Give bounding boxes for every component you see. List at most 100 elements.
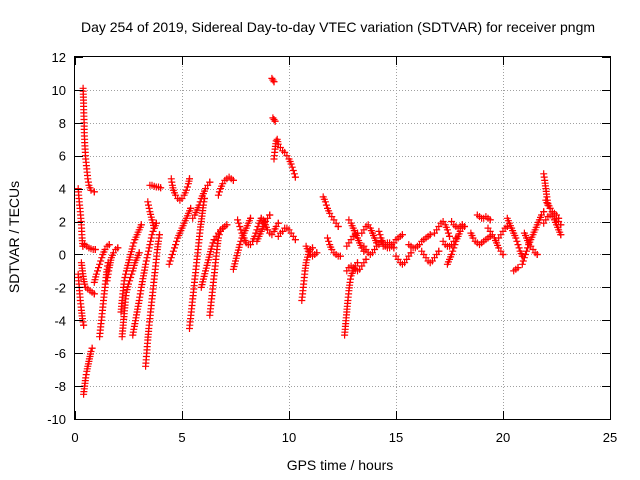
plot-frame — [74, 56, 611, 420]
data-point — [291, 173, 299, 181]
series-arc44 — [392, 249, 415, 268]
data-point — [269, 76, 277, 84]
data-point — [147, 237, 155, 245]
x-tick-label: 5 — [178, 430, 185, 445]
data-point — [448, 251, 456, 258]
series-arc29 — [269, 114, 279, 125]
data-point — [309, 244, 316, 252]
data-point — [91, 246, 99, 253]
data-point — [458, 221, 466, 229]
grid — [75, 57, 610, 419]
data-point — [165, 260, 173, 268]
data-point — [362, 255, 370, 263]
series-arc53 — [484, 224, 507, 258]
data-point — [82, 371, 90, 379]
data-point — [206, 178, 214, 186]
data-point — [540, 208, 548, 216]
series-arc19 — [189, 178, 214, 222]
data-point — [215, 188, 223, 196]
data-point — [247, 214, 254, 222]
data-point — [376, 231, 384, 239]
data-point — [129, 242, 137, 250]
y-tick-label: 10 — [52, 83, 66, 98]
x-ticks: 0 5 10 15 20 25 — [71, 57, 617, 445]
y-tick-label: -6 — [54, 346, 66, 361]
data-point — [172, 241, 180, 249]
data-point — [234, 216, 242, 224]
data-point — [122, 270, 130, 278]
data-point — [451, 241, 459, 249]
data-point — [557, 231, 565, 239]
data-point — [87, 348, 95, 355]
series-arc55 — [503, 214, 526, 260]
data-point — [135, 249, 143, 257]
data-point — [523, 247, 530, 255]
data-point — [407, 249, 415, 257]
data-point — [313, 249, 321, 257]
x-tick-label: 10 — [282, 430, 296, 445]
data-point — [287, 160, 295, 168]
data-point — [98, 254, 106, 262]
data-point — [182, 186, 190, 194]
data-point — [486, 216, 494, 224]
y-tick-label: -8 — [54, 379, 66, 394]
data-point — [513, 237, 521, 245]
series-arc61 — [542, 196, 563, 222]
y-tick-label: 0 — [59, 247, 66, 262]
data-point — [288, 163, 296, 171]
data-point — [90, 188, 98, 196]
data-point — [450, 244, 458, 252]
series-arc35 — [324, 234, 344, 260]
data-point — [390, 244, 398, 252]
data-point — [271, 117, 279, 125]
series-arc06 — [80, 344, 96, 398]
data-point — [173, 237, 181, 245]
data-point — [253, 226, 261, 234]
series-arc30 — [270, 135, 299, 181]
data-point — [105, 241, 113, 249]
data-point — [90, 290, 98, 298]
data-point — [145, 204, 153, 212]
chart-title: Day 254 of 2019, Sidereal Day-to-day VTE… — [81, 19, 595, 35]
series-arc60 — [540, 211, 565, 239]
data-point — [270, 78, 278, 86]
series-arc14 — [144, 198, 158, 232]
data-point — [252, 229, 260, 237]
series-arc21 — [206, 224, 227, 319]
data-point — [144, 251, 152, 258]
data-point — [148, 231, 156, 239]
data-point — [354, 259, 361, 267]
y-tick-label: 2 — [59, 215, 66, 230]
data-point — [195, 201, 203, 209]
data-point — [290, 170, 298, 178]
series-arc16 — [165, 204, 195, 268]
data-point — [130, 239, 138, 247]
series-arc27 — [259, 216, 282, 239]
y-tick-label: 4 — [59, 182, 66, 197]
data-point — [80, 321, 88, 329]
data-point — [96, 260, 104, 268]
series-arc36 — [341, 259, 361, 339]
data-point — [92, 270, 100, 278]
data-point — [375, 227, 383, 235]
data-point — [237, 226, 245, 234]
data-point — [145, 201, 152, 209]
series-arc45 — [405, 231, 434, 252]
data-point — [522, 251, 529, 258]
data-point — [266, 211, 274, 219]
data-point — [128, 270, 136, 278]
series-arc20 — [197, 236, 218, 291]
data-point — [166, 257, 174, 265]
series-arc33 — [302, 242, 321, 260]
series-arc46 — [418, 247, 443, 267]
data-point — [520, 254, 528, 262]
x-tick-label: 20 — [496, 430, 510, 445]
x-tick-label: 25 — [603, 430, 617, 445]
y-tick-label: 6 — [59, 149, 66, 164]
data-point — [235, 219, 243, 227]
data-point — [168, 251, 176, 258]
data-point — [518, 260, 526, 268]
data-point — [215, 231, 223, 239]
